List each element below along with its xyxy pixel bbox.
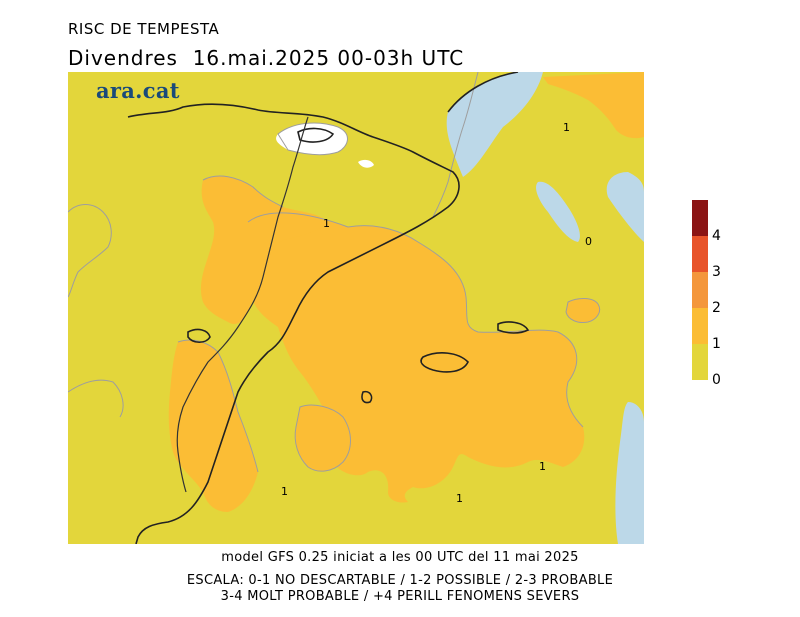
legend-tick: 2 [712, 300, 721, 316]
scale-info-line1: ESCALA: 0-1 NO DESCARTABLE / 1-2 POSSIBL… [186, 573, 614, 588]
legend-colorbar [692, 200, 708, 380]
legend-tick: 0 [712, 372, 721, 388]
legend-tick: 4 [712, 228, 721, 244]
scale-info-line2: 3-4 MOLT PROBABLE / +4 PERILL FENOMENS S… [220, 589, 580, 604]
contour-label: 0 [585, 235, 592, 248]
risk-zone-level1-west [168, 340, 258, 512]
contour-label: 1 [539, 460, 546, 473]
legend-swatch-1 [692, 308, 708, 344]
legend-swatch-4 [692, 200, 708, 236]
model-info: model GFS 0.25 iniciat a les 00 UTC del … [221, 550, 579, 565]
sea-east-lake [536, 181, 580, 242]
legend-swatch-2 [692, 272, 708, 308]
risk-zone-level1-south [295, 405, 351, 472]
legend-swatch-3 [692, 236, 708, 272]
snow-area [276, 122, 348, 155]
coastline [127, 72, 530, 544]
contour-label: 1 [281, 485, 288, 498]
legend-tick: 1 [712, 336, 721, 352]
risk-zone-level1-east [566, 298, 600, 323]
sea-east [606, 172, 644, 242]
contour-label: 1 [563, 121, 570, 134]
contour-label: 1 [323, 217, 330, 230]
map-svg: 1 1 0 1 1 1 [68, 72, 644, 544]
contour-lines [68, 72, 601, 473]
risk-map: 1 1 0 1 1 1 [68, 72, 644, 544]
risk-zone-level1-northeast [543, 72, 644, 139]
sea-south-east [615, 402, 644, 544]
risk-zone-level1-north [200, 176, 328, 324]
risk-zone-level1-main [236, 212, 585, 503]
legend-swatch-0 [692, 344, 708, 380]
araca-logo: ara.cat [96, 78, 180, 103]
legend-tick: 3 [712, 264, 721, 280]
snow-patch [358, 159, 374, 168]
chart-title: RISC DE TEMPESTA [68, 20, 220, 38]
contour-label: 1 [456, 492, 463, 505]
chart-subtitle: Divendres 16.mai.2025 00-03h UTC [68, 46, 465, 70]
borders [176, 116, 309, 493]
